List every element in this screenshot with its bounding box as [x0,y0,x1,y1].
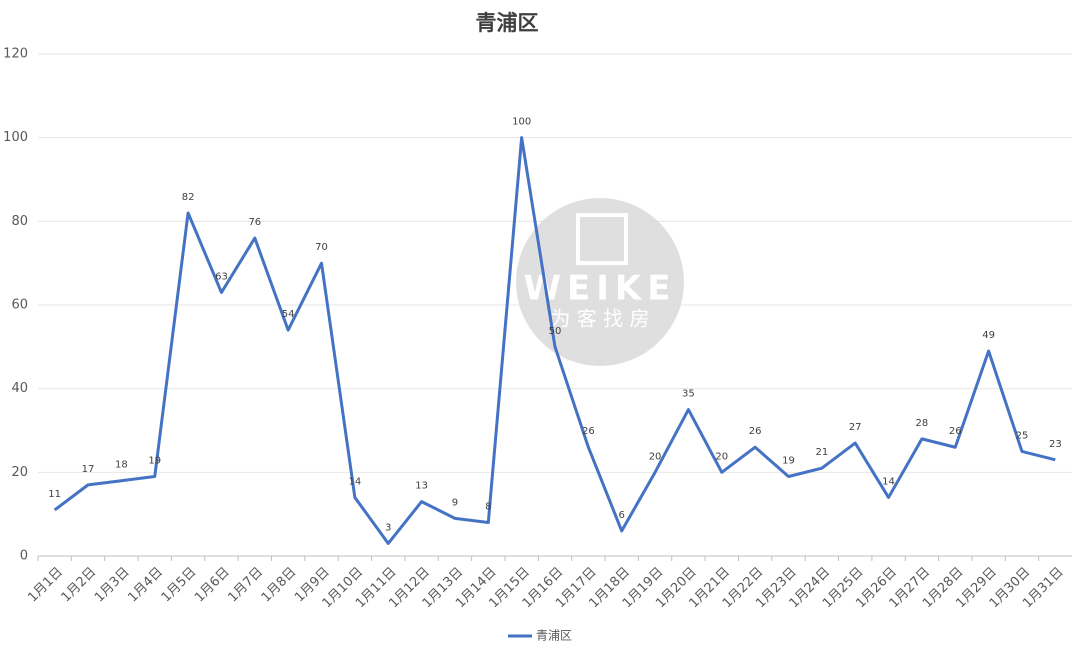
y-tick-label: 60 [11,298,28,313]
data-label: 49 [982,330,995,341]
chart-title: 青浦区 [476,11,539,35]
x-tick-label: 1月6日 [192,565,233,606]
data-label: 8 [485,502,491,513]
x-tick-label: 1月7日 [225,565,266,606]
data-label: 18 [115,460,128,471]
x-tick-label: 1月4日 [125,565,166,606]
data-label: 17 [82,464,95,475]
y-tick-label: 40 [11,381,28,396]
data-label: 13 [415,481,428,492]
data-label: 25 [1016,430,1029,441]
data-label: 19 [782,456,795,467]
watermark-logo [576,213,628,265]
data-label: 63 [215,271,228,282]
watermark-subtext: 为 客 找 房 [550,307,649,331]
data-label: 70 [315,242,328,253]
data-label: 100 [512,117,531,128]
data-label: 23 [1049,439,1062,450]
watermark-circle [516,198,684,366]
y-tick-label: 80 [11,214,28,229]
data-label: 11 [48,489,61,500]
data-label: 54 [282,309,295,320]
y-tick-label: 0 [20,549,28,564]
data-label: 6 [619,510,625,521]
data-label: 28 [916,418,929,429]
series-line [53,136,1056,545]
x-tick-label: 1月3日 [92,565,133,606]
data-label: 20 [649,451,662,462]
data-label: 27 [849,422,862,433]
data-label: 21 [815,447,828,458]
data-label: 14 [349,476,362,487]
x-tick-label: 1月8日 [259,565,300,606]
data-label: 3 [385,522,391,533]
x-tick-label: 1月1日 [25,565,66,606]
data-label: 9 [452,497,458,508]
data-label: 20 [715,451,728,462]
x-tick-label: 1月2日 [59,565,100,606]
data-label: 26 [749,426,762,437]
data-label: 19 [148,456,161,467]
data-label: 82 [182,192,195,203]
data-label: 26 [582,426,595,437]
y-tick-label: 120 [3,47,28,62]
data-label: 50 [549,326,562,337]
watermark: WEIKE 为 客 找 房 [516,198,684,366]
data-label: 14 [882,476,895,487]
legend-label: 青浦区 [536,629,572,643]
data-label: 35 [682,389,695,400]
data-label: 76 [248,217,261,228]
y-tick-label: 20 [11,465,28,480]
data-label: 26 [949,426,962,437]
y-tick-label: 100 [3,130,28,145]
x-tick-label: 1月5日 [159,565,200,606]
